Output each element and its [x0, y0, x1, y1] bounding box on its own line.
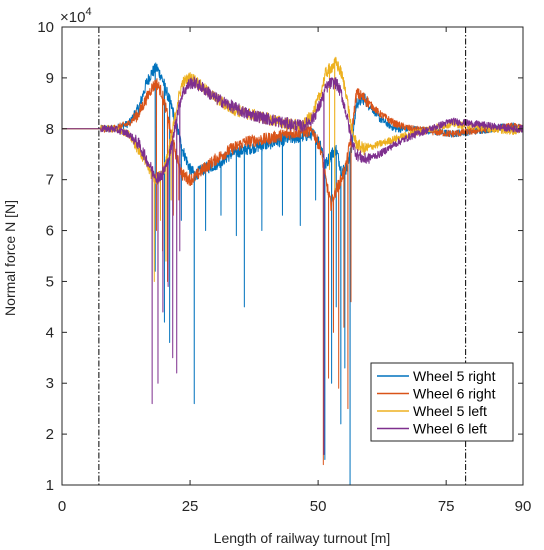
axes: [61, 26, 524, 486]
y-tick-label: 2: [46, 426, 54, 443]
legend-entry-3: Wheel 5 left: [413, 403, 487, 419]
x-axis-label: Length of railway turnout [m]: [214, 530, 391, 546]
y-tick-label: 7: [46, 172, 54, 189]
y-axis-exponent: ×104: [60, 6, 92, 26]
series-line-2: [62, 78, 523, 466]
tick-labels: 0 25 50 75 90 1 2 3 4 5 6 7 8 9 10: [37, 19, 531, 515]
legend-entry-4: Wheel 6 left: [413, 421, 487, 437]
y-tick-label: 1: [46, 477, 54, 494]
y-tick-label: 9: [46, 70, 54, 87]
y-tick-label: 10: [37, 19, 54, 36]
y-tick-label: 3: [46, 375, 54, 392]
series-line-4: [62, 76, 523, 455]
y-tick-label: 8: [46, 121, 54, 138]
y-axis-exponent-power: 4: [85, 6, 91, 18]
x-tick-label: 0: [58, 498, 66, 515]
y-axis-exponent-base: ×10: [60, 9, 85, 26]
legend-entry-2: Wheel 6 right: [413, 386, 496, 402]
y-tick-label: 4: [46, 324, 54, 341]
x-tick-label: 50: [310, 498, 327, 515]
x-tick-label: 90: [515, 498, 532, 515]
y-tick-label: 6: [46, 223, 54, 240]
legend-entry-1: Wheel 5 right: [413, 368, 496, 384]
x-tick-label: 25: [182, 498, 199, 515]
series-layer: [62, 56, 523, 485]
axes-box: [61, 26, 524, 486]
y-axis-label: Normal force N [N]: [2, 200, 18, 316]
x-tick-label: 75: [438, 498, 455, 515]
y-tick-label: 5: [46, 273, 54, 290]
